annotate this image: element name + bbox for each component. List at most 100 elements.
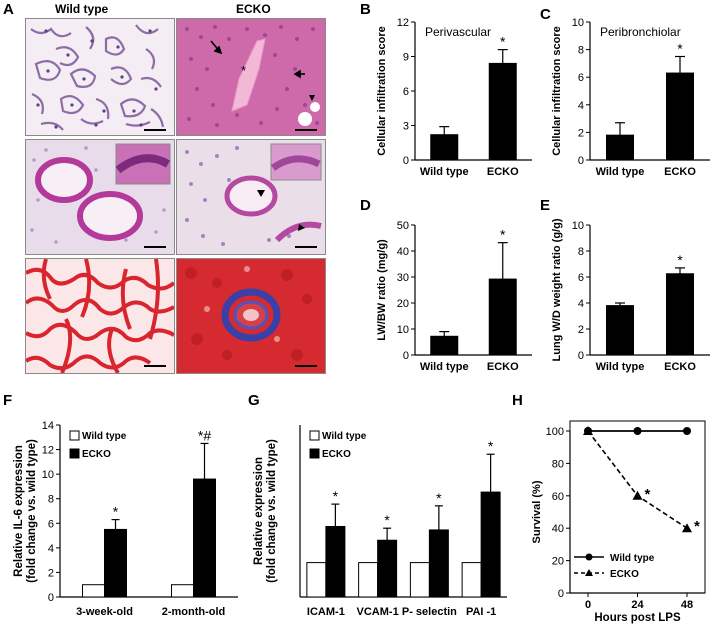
chart-c-peribronchiolar: Cellular infiltration score 0 2 4 6 8 10 Peribr… [551,17,710,178]
chart-c-ytick-label: 4 [578,100,584,112]
chart-d-ytick-label: 10 [397,324,409,336]
chart-f-legend-label: ECKO [82,449,111,460]
chart-e-bar [666,273,694,356]
chart-c-category-label: ECKO [664,166,696,178]
chart-f-bar-ecko [104,528,127,598]
chart-h-point-ecko [632,490,643,500]
chart-g-bar-wild-type [409,562,430,598]
chart-e-ytick-label: 0 [578,350,584,362]
chart-h-line-ecko [587,430,688,529]
chart-d-ylabel: LW/BW ratio (mg/g) [376,239,388,341]
chart-g-legend-label: ECKO [322,449,351,460]
chart-d-ytick-label: 0 [403,350,409,362]
chart-e-significance-marker: * [677,252,683,268]
chart-e-bar [606,305,634,356]
chart-h-plot-frame [569,420,706,594]
chart-h-ylabel: Survival (%) [531,480,543,543]
chart-f-ytick-label: 8 [48,494,54,506]
histology-ecko-he: * [176,18,326,136]
chart-b-bar [430,134,459,161]
chart-c-ytick-label: 0 [578,155,584,167]
chart-h-xtick-label: 24 [631,599,644,611]
chart-g-category-label: VCAM-1 [357,606,399,618]
chart-h-xtick-label: 0 [585,599,591,611]
panel-label-h: H [512,392,523,409]
chart-g-bar-ecko [377,539,398,598]
chart-g-relative-expression: Relative expression (fold change vs. wild… [253,425,507,618]
chart-h-ytick-label: 60 [552,491,564,503]
chart-g-significance-marker: * [488,438,494,454]
chart-b-category-label: ECKO [487,166,519,178]
column-header-wild-type: Wild type [55,2,109,16]
chart-h-ytick-label: 20 [552,556,564,568]
chart-d-lw-bw: LW/BW ratio (mg/g) 0 10 20 30 40 50 Wild type * E… [376,220,532,373]
chart-e-ytick-label: 6 [578,272,584,284]
chart-f-ytick-label: 14 [42,420,54,432]
chart-g-bar-wild-type [306,562,327,598]
chart-f-ylabel-line2: (fold change vs. wild type) [26,439,38,583]
chart-c-ytick-label: 6 [578,72,584,84]
chart-c-bar [606,134,634,161]
chart-g-category-label: P- selectin [402,606,457,618]
chart-b-ytick-label: 0 [403,155,409,167]
chart-c-category-label: Wild type [596,166,645,178]
chart-f-significance-marker: * [113,504,119,520]
chart-h-legend-label: Wild type [610,553,655,564]
chart-f-category-label: 2-month-old [162,606,226,618]
chart-h-legend-marker-ecko [585,569,593,576]
chart-b-ytick-label: 9 [403,52,409,64]
chart-b-bar [488,62,517,161]
histology-asterisk: * [241,63,246,78]
chart-f-il6: Relative IL-6 expression (fold change vs.… [13,420,238,618]
chart-h-significance-marker: * [694,518,700,535]
chart-c-significance-marker: * [677,41,683,57]
chart-h-point-wild-type [633,427,642,435]
chart-g-bar-ecko [428,529,449,598]
chart-b-significance-marker: * [500,34,506,50]
chart-e-ylabel: Lung W/D weight ratio (g/g) [551,218,563,361]
chart-b-ytick-label: 6 [403,86,409,98]
histology-ecko-trichrome [176,258,326,374]
histology-wild-type-he [25,18,175,136]
chart-g-legend-swatch [309,448,320,459]
histology-wild-type-trichrome [25,258,175,374]
chart-c-ytick-label: 10 [572,17,584,29]
chart-h-ytick-label: 100 [546,426,564,438]
chart-f-bar-ecko [193,478,216,598]
chart-g-bar-wild-type [358,562,379,598]
chart-h-legend-marker-wild-type [585,553,593,561]
chart-f-ytick-label: 4 [48,543,54,555]
chart-b-perivascular: Cellular infiltration score 0 3 6 9 12 Perivas… [376,17,532,178]
chart-g-significance-marker: * [436,490,442,506]
chart-b-ytick-label: 12 [397,17,409,29]
chart-d-category-label: ECKO [487,361,519,373]
chart-h-xtick-label: 48 [681,599,693,611]
chart-d-ytick-label: 30 [397,272,409,284]
chart-b-ytick-label: 3 [403,121,409,133]
chart-c-ylabel: Cellular infiltration score [551,26,563,156]
chart-g-bar-ecko [480,491,501,598]
chart-g-bar-wild-type [461,562,482,598]
chart-e-category-label: Wild type [596,361,645,373]
panel-label-d: D [360,197,371,214]
chart-f-category-label: 3-week-old [76,606,133,618]
chart-f-ytick-label: 10 [42,469,54,481]
chart-b-category-label: Wild type [420,166,469,178]
chart-h-ytick-label: 40 [552,523,564,535]
chart-g-significance-marker: * [333,488,339,504]
chart-f-significance-marker: *# [198,427,211,443]
chart-f-ytick-label: 2 [48,567,54,579]
chart-f-ytick-label: 0 [48,592,54,604]
chart-f-ytick-label: 6 [48,518,54,530]
chart-c-ytick-label: 8 [578,45,584,57]
chart-h-legend-label: ECKO [610,569,639,580]
chart-f-legend-swatch [69,448,80,459]
panel-label-f: F [3,392,13,409]
chart-d-category-label: Wild type [420,361,469,373]
chart-d-ytick-label: 50 [397,220,409,232]
chart-h-point-wild-type [683,427,691,435]
chart-d-significance-marker: * [500,227,506,243]
chart-e-ytick-label: 4 [578,298,584,310]
chart-f-ylabel: Relative IL-6 expression [13,445,25,577]
